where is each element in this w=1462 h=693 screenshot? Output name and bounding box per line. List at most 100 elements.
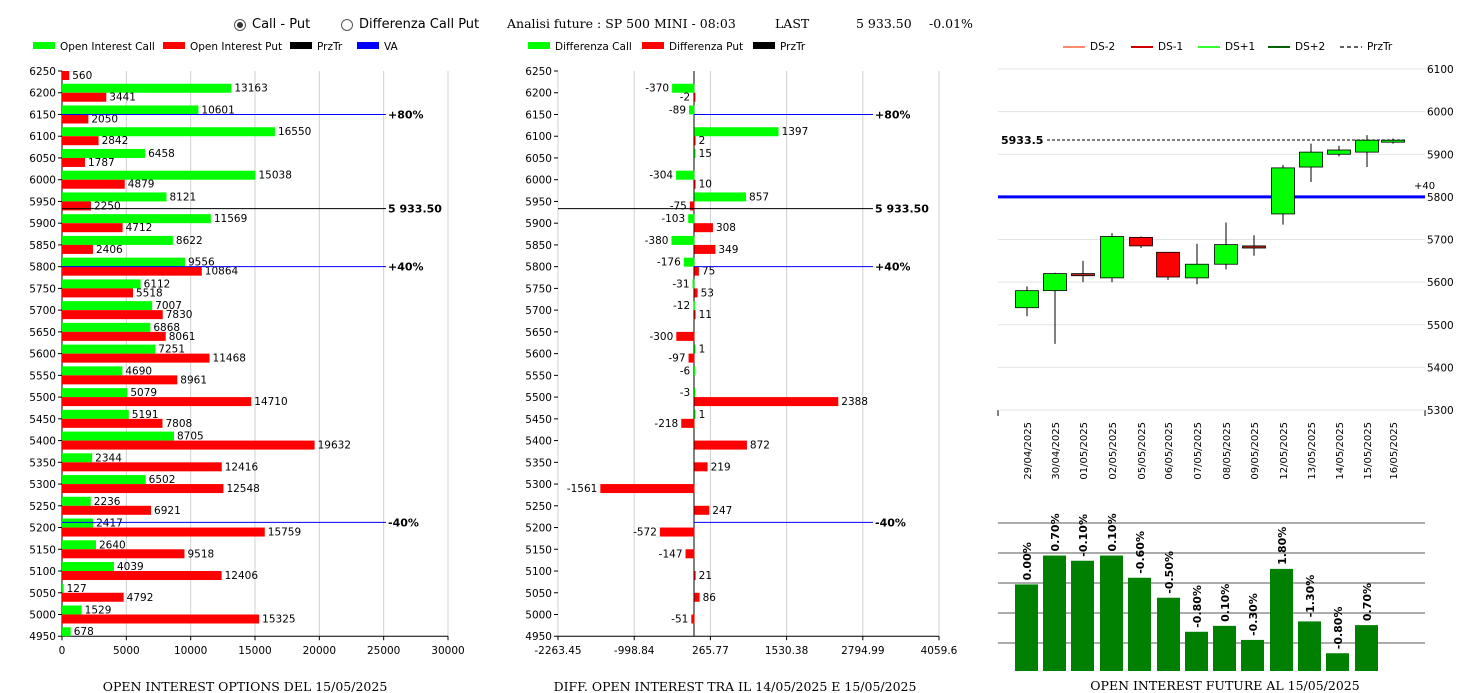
bar-value-label: 8622 [176, 235, 203, 247]
bar-value-label: -218 [654, 418, 678, 430]
va-label: +40 [1414, 181, 1435, 192]
candle-body [1071, 273, 1095, 277]
bar-value-label: 349 [718, 244, 738, 256]
future-bar-label: 0.10% [1219, 584, 1232, 622]
bar-put [688, 353, 695, 363]
marker-label: +80% [875, 108, 911, 121]
strike-label: 5900 [29, 218, 56, 230]
bar-value-label: -103 [661, 213, 685, 225]
bar-put [62, 549, 185, 559]
bar-call [62, 127, 275, 137]
bar-value-label: 15759 [268, 527, 301, 539]
strike-label: 6050 [29, 153, 56, 165]
future-bar [1213, 625, 1236, 671]
bar-value-label: 8961 [180, 374, 207, 386]
bar-call [62, 279, 141, 289]
bar-value-label: 2050 [91, 113, 118, 125]
strike-label: 5200 [29, 523, 56, 535]
strike-label: 6000 [29, 175, 56, 187]
y-tick-label: 5900 [1427, 149, 1454, 161]
strike-label: 6250 [29, 66, 56, 78]
bar-value-label: 11468 [213, 353, 246, 365]
bar-value-label: 5191 [132, 409, 159, 421]
bar-value-label: -2 [680, 92, 690, 104]
legend-swatch [753, 42, 775, 49]
radio-unselected-icon[interactable] [341, 18, 353, 31]
legend-label: DS+2 [1295, 41, 1325, 53]
y-tick-label: 6000 [1427, 107, 1454, 119]
legend-label: Differenza Put [669, 41, 743, 53]
last-label: LAST [775, 16, 810, 31]
strike-label: 5400 [525, 436, 552, 448]
strike-label: 6150 [525, 109, 552, 121]
future-bar-label: -0.60% [1134, 531, 1147, 574]
bar-put [694, 462, 708, 472]
bar-value-label: 2236 [94, 496, 121, 508]
bar-value-label: 11569 [214, 213, 247, 225]
radio-selected-icon[interactable] [234, 18, 246, 31]
bar-value-label: -6 [680, 365, 691, 377]
bar-call [62, 170, 256, 180]
x-tick-label: 1530.38 [765, 645, 808, 657]
x-tick-label: 0 [59, 645, 66, 657]
x-tick-label: -998.84 [614, 645, 655, 657]
bar-value-label: 10601 [201, 104, 234, 116]
strike-label: 5950 [525, 196, 552, 208]
radio-call-put[interactable]: Call - Put [234, 17, 310, 32]
bar-value-label: 4712 [126, 222, 153, 234]
bar-value-label: 15325 [262, 614, 295, 626]
bar-value-label: -370 [645, 83, 669, 95]
chart-title: DIFF. OPEN INTEREST TRA IL 14/05/2025 E … [554, 679, 917, 693]
bar-call [62, 105, 199, 115]
bar-value-label: 5518 [136, 287, 163, 299]
strike-label: 6150 [29, 109, 56, 121]
header-title: Analisi future : SP 500 MINI - 08:03 [507, 16, 736, 31]
bar-put [62, 310, 163, 320]
date-label: 16/05/2025 [1389, 422, 1400, 480]
bar-put [600, 484, 695, 494]
legend-label: DS+1 [1225, 41, 1255, 53]
y-tick-label: 5500 [1427, 320, 1454, 332]
bar-put [694, 288, 698, 298]
strike-label: 5250 [29, 501, 56, 513]
bar-put [691, 614, 695, 624]
bar-put [62, 484, 224, 494]
bar-call [62, 257, 185, 267]
bar-value-label: 4039 [117, 561, 144, 573]
bar-value-label: 7251 [158, 344, 185, 356]
date-label: 07/05/2025 [1193, 422, 1204, 480]
bar-call [62, 453, 93, 463]
bar-value-label: 6112 [144, 278, 171, 290]
bar-put [694, 92, 696, 102]
bar-value-label: 1787 [88, 157, 115, 169]
bar-value-label: 1529 [85, 605, 112, 617]
bar-value-label: 127 [67, 583, 87, 595]
strike-label: 5650 [29, 327, 56, 339]
candle-body [1100, 236, 1124, 279]
strike-label: 5700 [525, 305, 552, 317]
bar-call [62, 431, 175, 441]
change-value: -0.01% [929, 16, 973, 31]
bar-value-label: 678 [74, 626, 94, 638]
bar-value-label: -572 [633, 527, 657, 539]
bar-value-label: -380 [645, 235, 669, 247]
bar-call [62, 83, 232, 93]
bar-put [62, 614, 260, 624]
strike-label: 5450 [29, 414, 56, 426]
bar-call [62, 409, 129, 419]
future-bar-label: 0.10% [1106, 513, 1119, 551]
y-tick-label: 5700 [1427, 235, 1454, 247]
legend-swatch [290, 42, 312, 49]
bar-put [62, 71, 70, 80]
bar-put [62, 244, 93, 254]
strike-label: 5750 [29, 283, 56, 295]
strike-label: 5850 [525, 240, 552, 252]
date-label: 15/05/2025 [1363, 422, 1374, 480]
future-bar-label: 0.70% [1049, 513, 1062, 551]
bar-value-label: 6502 [149, 474, 176, 486]
bar-put [685, 549, 695, 559]
strike-label: 5050 [525, 588, 552, 600]
radio-difference[interactable]: Differenza Call Put [341, 17, 479, 32]
date-label: 30/04/2025 [1051, 422, 1062, 480]
bar-call [62, 235, 173, 245]
